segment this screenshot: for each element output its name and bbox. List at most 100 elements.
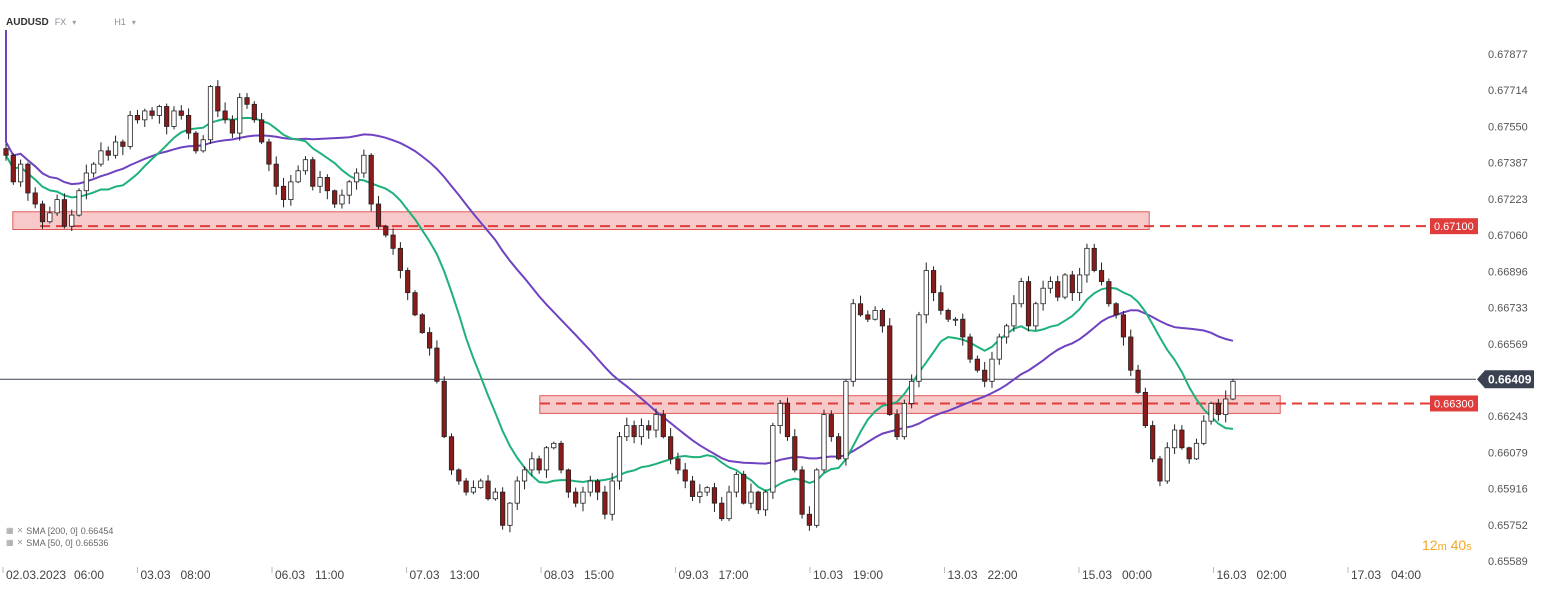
x-tick-date: 17.03 <box>1351 568 1381 582</box>
sma200-value: 0.66454 <box>80 526 114 536</box>
price-axis: 0.67877 0.67714 0.67550 0.67387 0.67223 0.670… <box>1488 49 1528 568</box>
close-icon[interactable]: ✕ <box>16 538 24 547</box>
horizontal-levels <box>40 225 1476 405</box>
candle-body <box>894 414 900 438</box>
candle-body <box>660 414 666 438</box>
candle-body <box>142 110 148 121</box>
x-tick-time: 13:00 <box>450 568 480 582</box>
x-tick-date: 16.03 <box>1217 568 1247 582</box>
candle-body <box>565 469 571 493</box>
settings-icon[interactable]: ▦ <box>6 538 14 547</box>
candle-body <box>112 141 119 156</box>
current-price-badge <box>1477 370 1534 389</box>
candle-body <box>324 177 330 192</box>
candle-body <box>872 309 878 320</box>
y-tick-label: 0.67223 <box>1488 194 1528 206</box>
x-tick-date: 10.03 <box>813 568 843 582</box>
candle-body <box>32 192 38 205</box>
x-tick-time: 15:00 <box>584 568 614 582</box>
x-tick-time: 11:00 <box>315 568 344 582</box>
candle-body <box>25 163 31 194</box>
candle-body <box>784 403 791 438</box>
candle-body <box>405 270 411 294</box>
candle-body <box>821 414 827 471</box>
candle-body <box>18 163 24 183</box>
y-tick-label: 0.67550 <box>1488 121 1528 133</box>
candles <box>3 80 1236 533</box>
candle-body <box>91 163 97 174</box>
candle-body <box>558 442 564 471</box>
candle-body <box>543 447 550 471</box>
candle-body <box>229 119 236 134</box>
candle-body <box>1142 391 1148 427</box>
candle-body <box>850 303 856 382</box>
chevron-down-icon[interactable]: ▾ <box>72 17 77 27</box>
candle-body <box>594 480 601 493</box>
candle-body <box>1033 303 1039 327</box>
candle-body <box>193 132 199 152</box>
candle-body <box>616 436 623 482</box>
candle-body <box>668 436 674 460</box>
x-tick-date: 07.03 <box>410 568 440 582</box>
candle-body <box>164 106 170 127</box>
candle-body <box>339 194 345 205</box>
timeframe-label[interactable]: H1 <box>114 17 126 27</box>
candle-body <box>207 86 214 141</box>
candle-body <box>259 119 265 143</box>
candle-body <box>105 150 111 156</box>
candle-body <box>310 159 316 187</box>
candle-body <box>434 347 440 382</box>
candle-body <box>1193 442 1200 460</box>
candle-body <box>1062 274 1068 298</box>
candle-body <box>470 487 477 493</box>
candle-body <box>1201 420 1207 444</box>
candle-body <box>1128 336 1134 371</box>
timer-seconds: 40 <box>1450 537 1467 553</box>
candle-body <box>485 480 491 500</box>
settings-icon[interactable]: ▦ <box>6 526 14 535</box>
level-badge-label: 0.66300 <box>1434 398 1474 410</box>
candle-body <box>865 314 871 320</box>
candle-body <box>1091 247 1097 271</box>
candle-body <box>536 458 542 471</box>
candle-body <box>1040 287 1046 305</box>
candle-body <box>741 473 747 504</box>
candle-body <box>266 141 272 165</box>
level-badge-label: 0.67100 <box>1434 221 1474 233</box>
candle-body <box>1077 274 1083 294</box>
price-zone[interactable] <box>12 211 1150 230</box>
y-tick-label: 0.67714 <box>1488 85 1528 97</box>
x-tick-date: 15.03 <box>1082 568 1112 582</box>
candle-body <box>47 212 53 223</box>
candle-body <box>1186 447 1192 460</box>
candle-body <box>237 97 243 134</box>
chevron-down-icon[interactable]: ▾ <box>131 17 136 27</box>
candle-body <box>1098 270 1105 282</box>
x-tick-date: 13.03 <box>948 568 978 582</box>
candle-body <box>507 502 513 526</box>
y-tick-label: 0.66569 <box>1488 339 1528 351</box>
candle-body <box>989 358 995 382</box>
candle-body <box>1055 281 1061 298</box>
x-tick-time: 22:00 <box>988 568 1018 582</box>
candle-body <box>602 491 608 515</box>
y-tick-label: 0.66079 <box>1488 447 1528 459</box>
y-tick-label: 0.67060 <box>1488 230 1528 242</box>
candle-body <box>288 181 294 200</box>
candle-body <box>412 292 418 316</box>
candle-body <box>551 442 557 449</box>
y-tick-label: 0.66243 <box>1488 411 1528 423</box>
symbol-label[interactable]: AUDUSD <box>6 16 49 28</box>
candle-body <box>353 172 360 183</box>
candle-body <box>638 425 645 438</box>
candle-body <box>441 380 447 438</box>
candle-body <box>682 469 688 482</box>
x-tick-date: 09.03 <box>679 568 709 582</box>
candle-body <box>675 458 681 471</box>
candle-body <box>1215 403 1221 415</box>
candle-body <box>427 332 433 349</box>
close-icon[interactable]: ✕ <box>16 526 24 535</box>
x-tick-date: 03.03 <box>141 568 171 582</box>
x-tick-time: 17:00 <box>719 568 749 582</box>
